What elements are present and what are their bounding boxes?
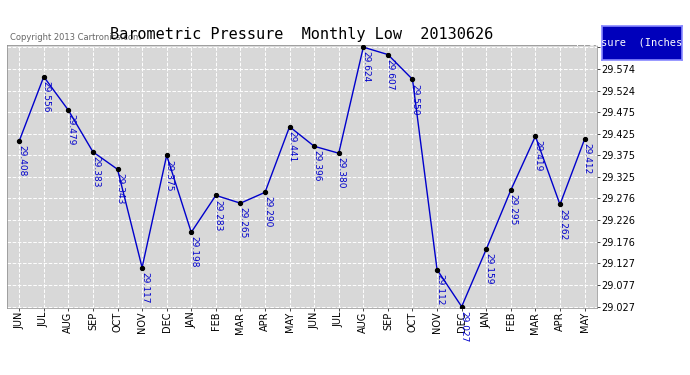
Text: 29.441: 29.441	[288, 131, 297, 162]
Point	[210, 192, 221, 198]
Point	[505, 187, 516, 193]
Text: 29.112: 29.112	[435, 274, 444, 305]
Point	[88, 149, 99, 155]
Text: 29.396: 29.396	[312, 150, 321, 182]
Text: 29.198: 29.198	[189, 237, 198, 268]
Text: 29.412: 29.412	[582, 144, 591, 175]
Point	[579, 136, 590, 142]
Text: 29.419: 29.419	[533, 140, 542, 172]
Point	[38, 74, 49, 80]
Point	[14, 138, 25, 144]
Text: 29.283: 29.283	[214, 200, 223, 231]
Point	[63, 107, 74, 113]
Point	[259, 189, 270, 195]
Text: 29.550: 29.550	[411, 84, 420, 115]
Text: Pressure  (Inches/Hg): Pressure (Inches/Hg)	[576, 38, 690, 48]
Text: 29.262: 29.262	[558, 209, 567, 240]
Point	[186, 230, 197, 236]
Text: 29.265: 29.265	[238, 207, 248, 239]
Text: 29.380: 29.380	[337, 158, 346, 189]
Point	[530, 133, 541, 139]
Text: 29.290: 29.290	[263, 196, 272, 228]
Point	[308, 143, 319, 149]
Point	[456, 304, 467, 310]
Text: 29.159: 29.159	[484, 254, 493, 285]
Point	[112, 166, 123, 172]
Text: 29.117: 29.117	[140, 272, 149, 303]
Point	[407, 76, 418, 82]
Text: 29.479: 29.479	[66, 114, 75, 146]
Title: Barometric Pressure  Monthly Low  20130626: Barometric Pressure Monthly Low 20130626	[110, 27, 493, 42]
Point	[235, 200, 246, 206]
Text: 29.408: 29.408	[17, 145, 26, 177]
Text: 29.295: 29.295	[509, 194, 518, 226]
Point	[137, 264, 148, 270]
Point	[161, 152, 172, 158]
Text: 29.027: 29.027	[460, 311, 469, 342]
Text: 29.343: 29.343	[115, 174, 124, 205]
Point	[431, 267, 442, 273]
Text: Copyright 2013 Cartronics.com: Copyright 2013 Cartronics.com	[10, 33, 141, 42]
Point	[555, 201, 566, 207]
Text: 29.383: 29.383	[91, 156, 100, 188]
Text: 29.607: 29.607	[386, 59, 395, 90]
Text: 29.556: 29.556	[41, 81, 51, 112]
Point	[333, 150, 344, 156]
Point	[382, 51, 393, 57]
Text: 29.375: 29.375	[165, 159, 174, 191]
Point	[358, 44, 369, 50]
Point	[481, 246, 492, 252]
Text: 29.624: 29.624	[362, 51, 371, 82]
Point	[284, 124, 295, 130]
